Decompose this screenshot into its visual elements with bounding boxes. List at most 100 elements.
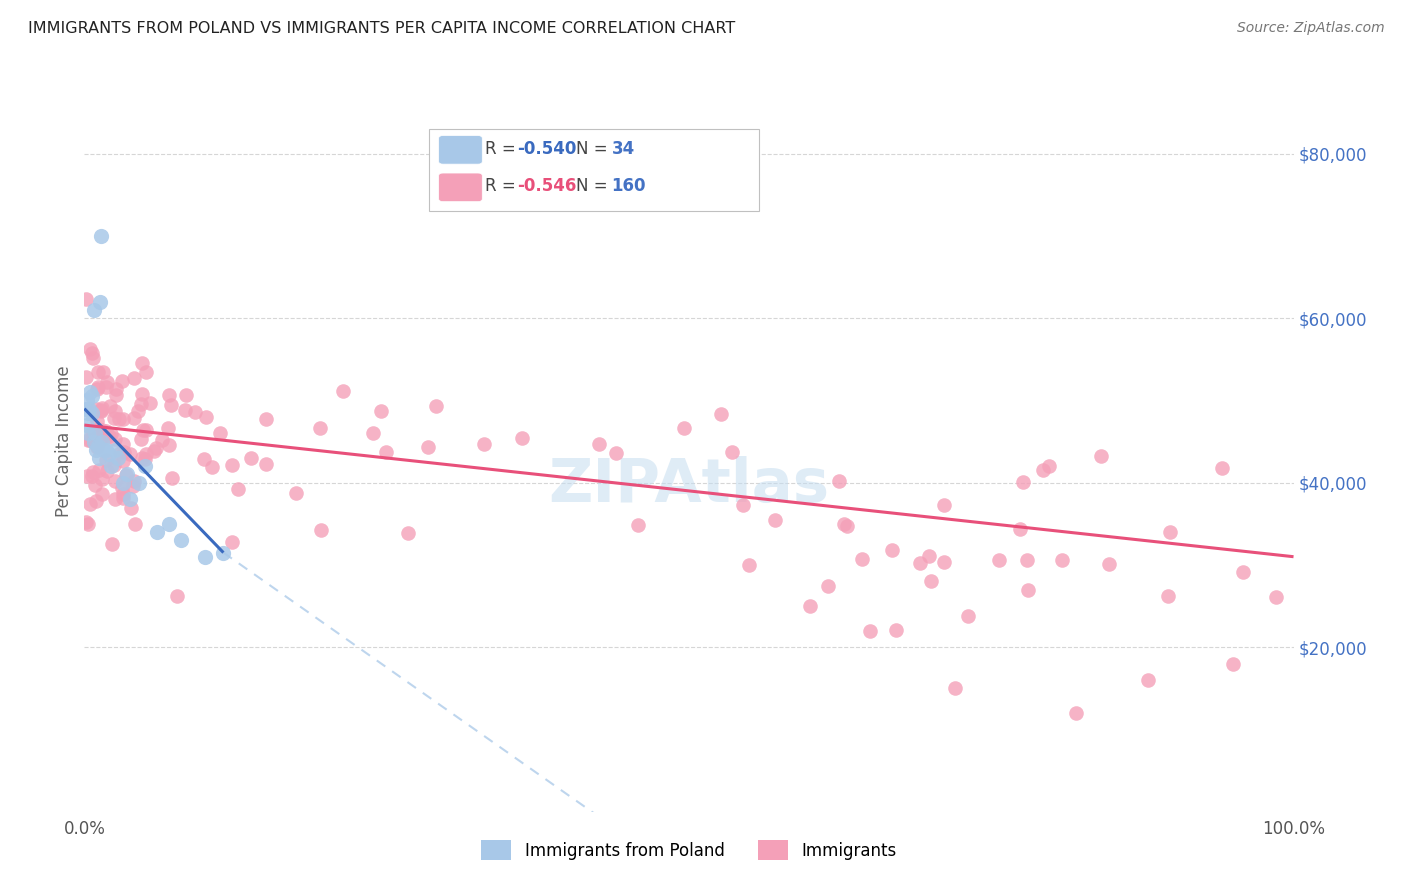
Point (1211, 461, 1233, 475)
Point (75, 516, 97, 530)
Point (90, 404, 112, 418)
Point (1064, 706, 1087, 720)
Point (673, 421, 696, 435)
Point (112, 411, 135, 425)
Point (145, 442, 167, 456)
Point (90, 402, 112, 417)
Point (710, 407, 733, 421)
Point (1017, 582, 1039, 597)
Point (1159, 525, 1181, 540)
Point (114, 468, 136, 483)
Point (374, 445, 396, 459)
Point (201, 459, 224, 474)
Point (605, 187, 627, 202)
Point (166, 589, 188, 603)
Point (1032, 463, 1054, 477)
Point (84, 426, 107, 441)
Point (83, 434, 105, 449)
Point (84, 494, 107, 508)
Point (472, 437, 495, 451)
Text: N =: N = (576, 140, 607, 158)
Text: -0.540: -0.540 (517, 140, 576, 158)
Point (79, 433, 101, 447)
Point (882, 542, 904, 557)
Point (111, 436, 134, 450)
Point (221, 458, 243, 473)
Point (170, 533, 193, 548)
Point (943, 681, 966, 696)
Point (733, 498, 755, 512)
Point (162, 470, 184, 484)
Point (308, 421, 330, 435)
Point (588, 436, 610, 450)
Point (94, 453, 117, 467)
Point (416, 440, 439, 454)
Point (82, 425, 104, 439)
Point (1265, 590, 1288, 604)
Point (82, 466, 104, 480)
Text: -0.546: -0.546 (517, 178, 576, 195)
Point (84, 423, 107, 437)
Point (122, 479, 145, 493)
Point (103, 458, 125, 472)
Point (94, 424, 117, 438)
Point (75, 401, 97, 416)
Point (87, 365, 110, 379)
Point (1157, 590, 1180, 604)
Point (79, 497, 101, 511)
Point (115, 467, 138, 482)
Text: R =: R = (485, 140, 522, 158)
Point (254, 412, 277, 426)
Point (150, 433, 173, 447)
Point (194, 549, 217, 564)
Point (396, 526, 419, 541)
Point (112, 475, 135, 490)
Point (1090, 450, 1112, 464)
Point (932, 498, 955, 512)
Point (112, 444, 135, 458)
Point (80, 468, 103, 483)
Point (128, 475, 150, 490)
Point (156, 420, 179, 434)
Point (956, 608, 979, 623)
Point (134, 459, 156, 474)
Point (77, 426, 100, 441)
Point (77, 401, 100, 416)
Point (89, 294, 111, 309)
Point (1050, 552, 1073, 566)
Point (240, 450, 263, 465)
Point (120, 446, 142, 460)
Point (87, 380, 110, 394)
Point (828, 474, 851, 488)
Point (90, 228, 112, 243)
Point (765, 513, 787, 527)
Point (1098, 558, 1121, 572)
Point (851, 552, 873, 566)
Point (884, 624, 907, 638)
Point (1222, 657, 1244, 671)
Point (90, 401, 112, 415)
Point (146, 524, 169, 539)
Point (100, 427, 122, 442)
Point (173, 402, 195, 417)
Point (91, 365, 114, 379)
Point (817, 578, 839, 592)
Point (131, 450, 153, 465)
Point (103, 411, 125, 425)
Point (75, 292, 97, 306)
Point (139, 396, 162, 410)
Point (142, 444, 165, 458)
Point (86, 414, 108, 428)
Point (80, 406, 103, 420)
Point (104, 442, 127, 457)
Point (127, 404, 149, 418)
Point (82, 425, 104, 439)
Point (104, 491, 127, 506)
Point (111, 491, 134, 506)
Point (77, 406, 100, 420)
Point (80, 389, 103, 403)
Point (332, 384, 354, 398)
Point (90, 472, 112, 486)
Point (160, 398, 183, 412)
Point (107, 450, 129, 465)
